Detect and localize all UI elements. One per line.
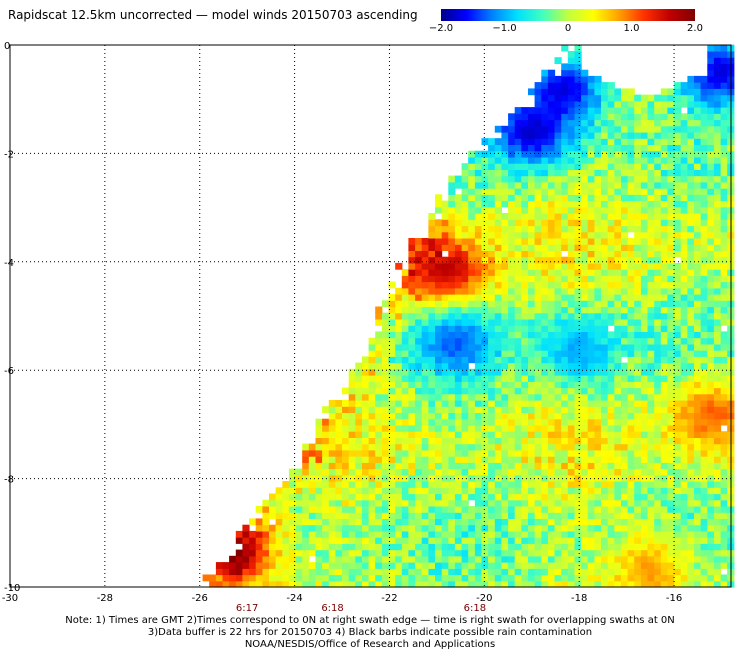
notes-line-1: Note: 1) Times are GMT 2)Times correspon… [65,615,675,626]
chart-title: Rapidscat 12.5km uncorrected — model win… [8,8,418,22]
x-tick-label: -26 [192,593,208,604]
swath-time-label: 6:17 [236,603,258,614]
y-tick-label: 0 [4,41,10,52]
x-tick-label: -28 [97,593,113,604]
colorbar-tick-label: −1.0 [492,23,516,34]
y-tick-label: -6 [4,366,14,377]
x-tick-label: -20 [476,593,492,604]
colorbar [441,9,695,21]
y-tick-label: -4 [4,258,14,269]
x-tick-label: -22 [381,593,397,604]
plot-frame [9,44,732,588]
x-tick-label: -24 [286,593,302,604]
y-tick-label: -2 [4,149,14,160]
x-tick-label: -16 [666,593,682,604]
colorbar-gradient [441,9,695,21]
colorbar-tick-label: 2.0 [687,23,703,34]
colorbar-tick-label: −2.0 [429,23,453,34]
colorbar-tick-label: 0 [565,23,571,34]
notes-line-2: 3)Data buffer is 22 hrs for 20150703 4) … [147,627,593,638]
heatmap-cells [202,44,735,588]
notes-line-3: NOAA/NESDIS/Office of Research and Appli… [244,639,496,650]
x-tick-label: -30 [2,593,18,604]
swath-time-label: 6:18 [321,603,343,614]
y-tick-label: -10 [4,583,20,594]
y-tick-label: -8 [4,475,14,486]
x-tick-label: -18 [571,593,587,604]
colorbar-tick-label: 1.0 [624,23,640,34]
swath-time-label: 6:18 [464,603,486,614]
